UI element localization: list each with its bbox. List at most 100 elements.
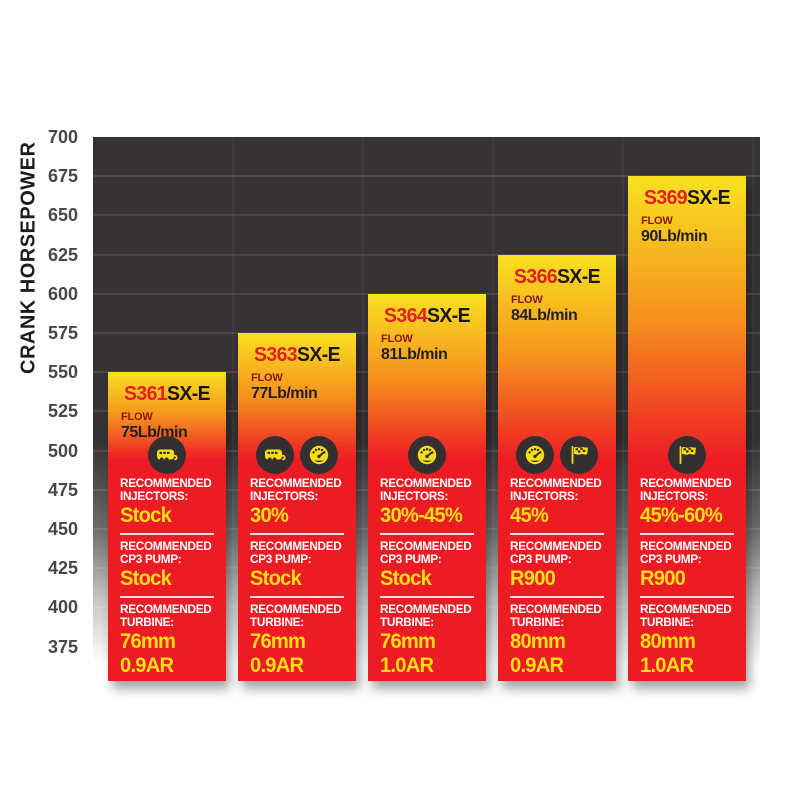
model-suffix: SX-E [687,187,731,210]
model-suffix: SX-E [297,344,341,366]
divider [250,596,344,598]
usage-icons-row [498,435,616,475]
bar-s364sx-e: S364SX-E FLOW 81Lb/min RECOMMENDED INJEC… [368,293,486,681]
y-tick-label: 550 [47,362,78,383]
divider [510,532,604,535]
turbine-label-line1: RECOMMENDED [640,601,732,616]
flow-label: FLOW [381,332,413,345]
pump-label-line2: CP3 PUMP: [380,551,442,566]
injectors-value: 30% [250,504,289,527]
bar-s361sx-e: S361SX-E FLOW 75Lb/min RECOMMENDED INJEC… [108,372,226,681]
model-number: S364 [384,304,428,327]
injectors-label-line2: INJECTORS: [250,489,319,503]
cp3-pump-section: RECOMMENDED CP3 PUMP: R900 [498,538,616,591]
flag-icon [560,435,598,474]
v-gridline [362,137,364,681]
bar-title: S363SX-E [240,344,354,367]
turbine-value-size: 80mm [640,629,696,653]
injectors-section: RECOMMENDED INJECTORS: 30%-45% [368,475,486,528]
y-tick-label: 400 [47,597,78,618]
bar-title: S369SX-E [630,187,744,210]
bar-specs: RECOMMENDED INJECTORS: 45% RECOMMENDED C… [498,435,616,681]
gauge-icon [408,435,446,474]
v-gridline [232,137,234,681]
y-tick-label: 375 [47,636,78,657]
y-tick-label: 500 [47,440,78,461]
turbine-label-line2: TURBINE: [380,614,434,629]
gauge-icon [516,435,554,474]
gauge-icon [300,436,338,474]
divider [640,595,734,598]
pump-value: R900 [510,566,556,590]
divider [380,532,474,535]
y-tick-label: 650 [47,205,78,226]
turbine-label-line2: TURBINE: [510,614,564,629]
model-suffix: SX-E [557,265,601,288]
flow-label: FLOW [251,372,283,384]
injectors-section: RECOMMENDED INJECTORS: 45% [498,475,616,528]
bar-title: S364SX-E [370,305,484,328]
rv-icon [148,435,186,474]
turbine-label-line2: TURBINE: [640,614,694,629]
cp3-pump-section: RECOMMENDED CP3 PUMP: R900 [628,538,746,591]
bar-s366sx-e: S366SX-E FLOW 84Lb/min RECOMMENDED INJEC… [498,254,616,681]
cp3-pump-section: RECOMMENDED CP3 PUMP: Stock [368,538,486,591]
injectors-label-line1: RECOMMENDED [250,476,342,490]
y-tick-label: 425 [47,558,78,579]
model-number: S363 [254,344,298,366]
y-tick-label: 600 [47,283,78,304]
y-tick-label: 575 [47,323,78,343]
divider [510,595,604,598]
v-gridline [752,137,754,681]
flow-label: FLOW [121,411,153,424]
model-number: S369 [644,187,688,210]
y-tick-label: 625 [47,244,78,265]
bar-specs: RECOMMENDED INJECTORS: Stock RECOMMENDED… [108,435,226,681]
pump-value: Stock [250,567,302,590]
cp3-pump-section: RECOMMENDED CP3 PUMP: Stock [108,538,226,591]
turbine-value-size: 76mm [250,630,306,653]
flag-icon [668,435,706,474]
pump-label-line2: CP3 PUMP: [250,552,312,566]
pump-label-line1: RECOMMENDED [510,538,602,553]
turbine-label-line1: RECOMMENDED [380,601,472,616]
turbine-value-size: 76mm [380,629,436,653]
bar-s363sx-e: S363SX-E FLOW 77Lb/min RECOMMENDED INJEC… [238,333,356,681]
model-number: S366 [514,265,558,288]
usage-icons-row [628,435,746,475]
pump-value: Stock [120,566,172,590]
flow-value: 81Lb/min [381,345,448,363]
usage-icons-row [368,435,486,475]
turbine-value-ar: 1.0AR [380,653,434,677]
pump-label-line2: CP3 PUMP: [120,551,182,566]
flow-label: FLOW [511,293,543,306]
turbine-label-line2: TURBINE: [250,615,304,629]
turbine-value-ar: 0.9AR [120,653,174,677]
turbine-section: RECOMMENDED TURBINE: 76mm 1.0AR [368,601,486,677]
pump-label-line2: CP3 PUMP: [510,551,572,566]
pump-label-line1: RECOMMENDED [380,538,472,553]
bar-s369sx-e: S369SX-E FLOW 90Lb/min RECOMMENDED INJEC… [628,176,746,681]
rv-icon [256,436,294,474]
turbine-label-line1: RECOMMENDED [250,602,342,616]
flow-value: 90Lb/min [641,228,708,246]
model-suffix: SX-E [167,383,211,406]
bar-specs: RECOMMENDED INJECTORS: 30% RECOMMENDED C… [238,435,356,681]
flow-value: 84Lb/min [511,306,578,324]
turbine-section: RECOMMENDED TURBINE: 80mm 0.9AR [498,601,616,677]
h-gridline [93,253,760,256]
injectors-label-line2: INJECTORS: [380,488,449,503]
flow-value: 77Lb/min [251,385,318,402]
pump-label-line1: RECOMMENDED [640,538,732,553]
cp3-pump-section: RECOMMENDED CP3 PUMP: Stock [238,538,356,591]
bar-title: S366SX-E [500,266,614,289]
injectors-value: 45%-60% [640,503,723,527]
turbine-value-size: 80mm [510,629,566,653]
h-gridline [93,214,760,217]
injectors-value: 45% [510,503,549,527]
turbine-value-ar: 0.9AR [250,654,304,677]
divider [120,595,214,598]
v-gridline [492,137,494,681]
injectors-value: Stock [120,503,172,527]
